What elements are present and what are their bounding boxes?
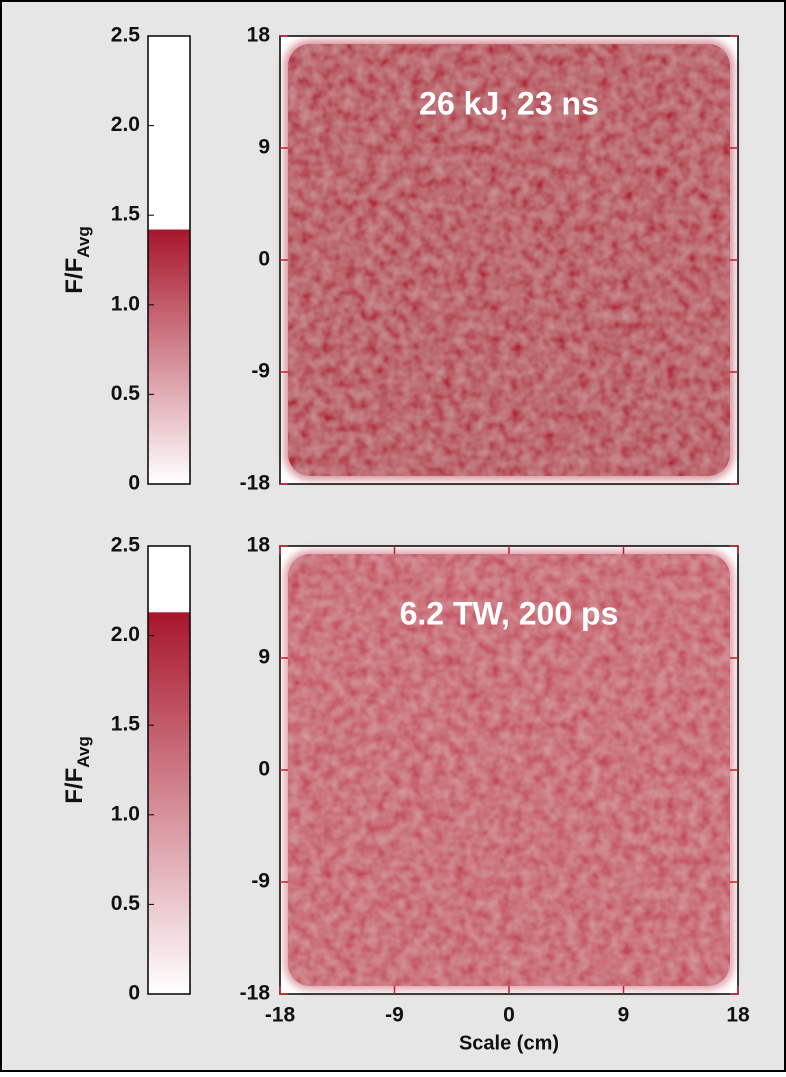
x-tick-label: 0 [503, 1004, 515, 1027]
label-sub: Avg [74, 226, 93, 258]
y-axis-label: F/FAvg [61, 226, 93, 294]
y-tick-label: 0 [128, 472, 140, 495]
y-tick-label: 2.0 [111, 623, 140, 646]
x-tick-label: -9 [385, 1004, 404, 1027]
y-axis-label: F/FAvg [61, 736, 93, 804]
x-axis-label: Scale (cm) [459, 1032, 559, 1054]
beam-image [288, 44, 730, 476]
label-sub: Avg [74, 736, 93, 768]
y-tick-label: -18 [240, 472, 271, 495]
x-tick-label: 9 [618, 1004, 630, 1027]
y-tick-label: 0.5 [111, 892, 141, 915]
y-tick-label: 18 [247, 24, 271, 47]
y-tick-label: 1.5 [111, 713, 141, 736]
x-tick-label: 18 [726, 1004, 750, 1027]
y-tick-label: -9 [251, 360, 270, 383]
label-main: F/F [61, 768, 88, 804]
y-tick-label: 0 [258, 758, 270, 781]
y-tick-label: 2.5 [111, 534, 141, 557]
colorbar-border [147, 545, 191, 995]
y-tick-label: 2.5 [111, 24, 141, 47]
y-tick-label: 1.0 [111, 802, 140, 825]
y-tick-label: 9 [258, 136, 270, 159]
annotation: 26 kJ, 23 ns [419, 85, 599, 121]
x-tick-label: -18 [265, 1004, 296, 1027]
y-tick-label: 18 [247, 534, 271, 557]
y-tick-label: 9 [258, 646, 270, 669]
y-tick-label: 0.5 [111, 382, 141, 405]
colorbar-fill [148, 612, 190, 994]
y-tick-label: 1.5 [111, 203, 141, 226]
colorbar-border [147, 35, 191, 485]
y-tick-label: -18 [240, 982, 271, 1005]
y-tick-label: 2.0 [111, 113, 140, 136]
beam-image [288, 554, 730, 986]
colorbar-fill [148, 229, 190, 484]
annotation: 6.2 TW, 200 ps [400, 595, 619, 631]
y-tick-label: 1.0 [111, 292, 140, 315]
label-main: F/F [61, 258, 88, 294]
y-tick-label: 0 [128, 982, 140, 1005]
y-tick-label: -9 [251, 870, 270, 893]
y-tick-label: 0 [258, 248, 270, 271]
